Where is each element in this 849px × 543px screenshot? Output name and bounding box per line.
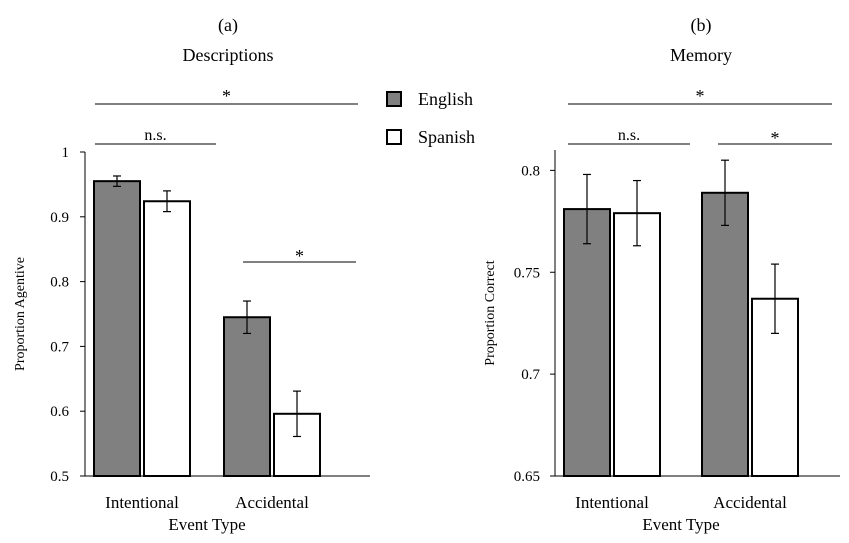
chart-title-a: Descriptions	[183, 45, 274, 65]
y-tick-label-a: 0.7	[50, 339, 69, 355]
y-tick-label-b: 0.75	[514, 265, 540, 281]
x-tick-label-intentional: Intentional	[575, 493, 649, 512]
x-tick-label-accidental: Accidental	[713, 493, 787, 512]
significance-label-overall-a: *	[222, 86, 231, 106]
y-tick-label-a: 0.8	[50, 275, 69, 291]
bar-spanish-intentional	[613, 212, 661, 477]
panel-label-a: (a)	[218, 15, 238, 36]
bar-english-intentional	[93, 180, 141, 477]
x-axis-label-b: Event Type	[642, 515, 719, 534]
significance-label-overall-b: *	[696, 86, 705, 106]
bar-english-accidental	[223, 316, 271, 477]
y-tick-label-a: 0.5	[50, 469, 69, 485]
y-tick-label-a: 0.6	[50, 404, 69, 420]
legend-swatch-spanish	[386, 129, 402, 145]
bar-english-intentional	[563, 208, 611, 477]
significance-label-accidental-a: *	[295, 246, 304, 266]
y-tick-label-b: 0.65	[514, 469, 540, 485]
y-tick-label-b: 0.7	[521, 367, 540, 383]
x-tick-label-accidental: Accidental	[235, 493, 309, 512]
chart-title-b: Memory	[670, 45, 732, 65]
y-tick-label-a: 1	[62, 145, 70, 161]
y-axis-label-b: Proportion Correct	[483, 260, 498, 365]
legend-label-spanish: Spanish	[418, 127, 475, 147]
legend-swatch-english	[386, 91, 402, 107]
panel-label-b: (b)	[691, 15, 712, 36]
legend-label-english: English	[418, 89, 473, 109]
significance-label-intentional-a: n.s.	[144, 127, 166, 144]
x-axis-label-a: Event Type	[168, 515, 245, 534]
x-tick-label-intentional: Intentional	[105, 493, 179, 512]
significance-label-accidental-b: *	[771, 128, 780, 148]
y-axis-label-a: Proportion Agentive	[13, 257, 28, 371]
significance-label-intentional-b: n.s.	[618, 127, 640, 144]
y-tick-label-b: 0.8	[521, 163, 540, 179]
bar-english-accidental	[701, 191, 749, 477]
bar-spanish-intentional	[143, 200, 191, 478]
y-tick-label-a: 0.9	[50, 210, 69, 226]
